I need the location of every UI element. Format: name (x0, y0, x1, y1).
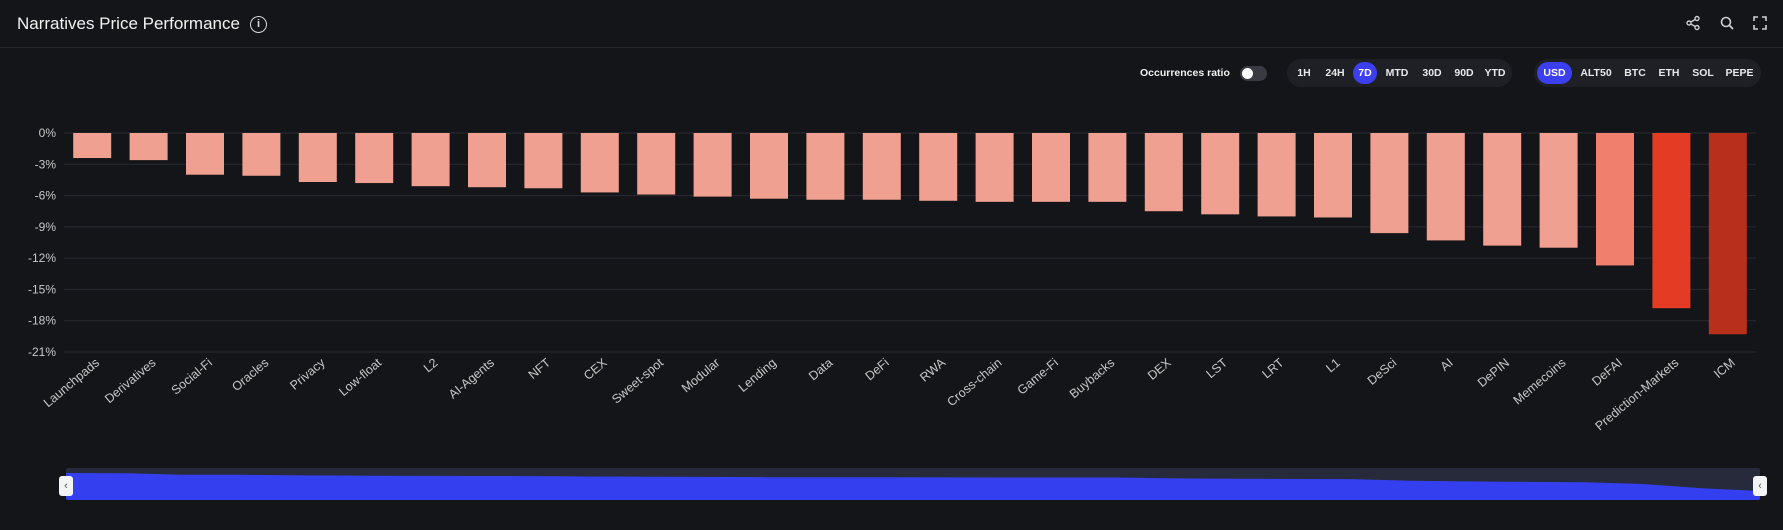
currency-selector: USD ALT50 BTC ETH SOL PEPE (1534, 59, 1761, 87)
occurrences-ratio-toggle[interactable] (1240, 66, 1267, 81)
toggle-knob (1242, 68, 1253, 79)
y-tick-label: -3% (35, 157, 57, 171)
x-tick-label: AI (1438, 356, 1456, 374)
bar (298, 133, 337, 183)
bar (637, 133, 676, 195)
bar (1032, 133, 1070, 202)
x-tick-label: Game-Fi (1015, 356, 1061, 398)
timeframe-90d[interactable]: 90D (1454, 67, 1474, 79)
timeframe-30d[interactable]: 30D (1422, 67, 1442, 79)
bar (1257, 133, 1296, 217)
x-tick-label: DeFAI (1589, 356, 1625, 389)
timeframe-7d[interactable]: 7D (1353, 62, 1377, 84)
bar (1652, 133, 1691, 309)
bar (468, 133, 506, 188)
bar (1539, 133, 1578, 248)
x-tick-label: LST (1204, 355, 1231, 381)
bar (1426, 133, 1465, 241)
x-tick-label: CEX (581, 355, 610, 383)
y-tick-label: -6% (35, 189, 57, 203)
bar (1708, 133, 1747, 335)
bar (1596, 133, 1634, 266)
x-tick-label: NFT (526, 355, 554, 382)
x-tick-label: Data (806, 356, 835, 384)
bar (242, 133, 281, 176)
search-icon[interactable] (1719, 15, 1735, 31)
x-tick-label: LRT (1260, 355, 1287, 381)
x-tick-label: DeFi (863, 356, 892, 384)
bar (1314, 133, 1352, 218)
x-tick-label: Derivatives (102, 356, 158, 406)
navigator-left-handle[interactable]: ‹ (59, 476, 73, 496)
bar (750, 133, 788, 199)
timeframe-mtd[interactable]: MTD (1385, 67, 1409, 79)
y-tick-label: 0% (39, 126, 57, 140)
bar (355, 133, 394, 184)
bar (411, 133, 450, 187)
bar (129, 133, 168, 161)
currency-sol[interactable]: SOL (1692, 67, 1714, 79)
info-icon[interactable]: i (250, 16, 267, 33)
timeframe-selector: 1H 24H 7D MTD 30D 90D YTD (1287, 59, 1512, 87)
x-tick-label: AI-Agents (446, 356, 497, 402)
range-navigator[interactable] (66, 468, 1760, 500)
y-tick-label: -21% (28, 345, 56, 359)
currency-btc[interactable]: BTC (1624, 67, 1646, 79)
y-tick-label: -18% (28, 314, 56, 328)
bar (975, 133, 1014, 202)
currency-eth[interactable]: ETH (1658, 67, 1680, 79)
chart-header: Narratives Price Performance i (0, 0, 1783, 48)
x-tick-label: L1 (1323, 356, 1343, 376)
share-icon[interactable] (1685, 15, 1701, 31)
x-tick-label: Sweet-spot (609, 355, 666, 406)
x-tick-label: Oracles (229, 356, 271, 394)
x-tick-label: Memecoins (1511, 356, 1569, 408)
bar (186, 133, 224, 175)
bar (919, 133, 958, 201)
timeframe-ytd[interactable]: YTD (1484, 67, 1506, 79)
x-tick-label: ICM (1711, 356, 1738, 381)
currency-pepe[interactable]: PEPE (1725, 67, 1754, 79)
y-tick-label: -9% (35, 220, 57, 234)
bar (862, 133, 901, 200)
currency-usd[interactable]: USD (1537, 62, 1572, 84)
bar (1088, 133, 1127, 202)
fullscreen-icon[interactable] (1752, 15, 1768, 31)
x-tick-label: Low-float (336, 355, 384, 399)
x-tick-label: Privacy (287, 355, 328, 393)
x-tick-label: RWA (917, 355, 948, 384)
x-tick-label: DEX (1145, 355, 1174, 383)
bar (693, 133, 732, 197)
timeframe-1h[interactable]: 1H (1297, 67, 1311, 79)
y-tick-label: -15% (28, 282, 56, 296)
page-title: Narratives Price Performance (17, 14, 240, 33)
navigator-right-handle[interactable]: ‹ (1753, 476, 1767, 496)
bar (524, 133, 563, 189)
x-tick-label: Launchpads (41, 356, 102, 411)
x-tick-label: Modular (679, 356, 723, 396)
bar (806, 133, 845, 200)
bar (580, 133, 619, 193)
bar (1483, 133, 1522, 246)
occurrences-ratio-label: Occurrences ratio (1140, 67, 1230, 79)
y-tick-label: -12% (28, 251, 56, 265)
x-tick-label: L2 (421, 356, 441, 376)
timeframe-24h[interactable]: 24H (1325, 67, 1345, 79)
x-tick-label: Lending (736, 356, 779, 395)
currency-alt50[interactable]: ALT50 (1580, 67, 1612, 79)
x-tick-label: DeSci (1365, 356, 1400, 388)
x-tick-label: Cross-chain (944, 356, 1004, 410)
bar (1144, 133, 1183, 212)
x-tick-label: Buybacks (1067, 356, 1118, 402)
x-tick-label: DePIN (1475, 356, 1512, 390)
navigator-series (66, 473, 1760, 500)
x-tick-label: Social-Fi (169, 356, 215, 398)
bar (73, 133, 112, 159)
bar (1370, 133, 1409, 234)
bar (1201, 133, 1240, 215)
bar-chart: 0% -3% -6% -9% -12% -15% -18% -21%Launchpads Der… (28, 126, 1756, 433)
